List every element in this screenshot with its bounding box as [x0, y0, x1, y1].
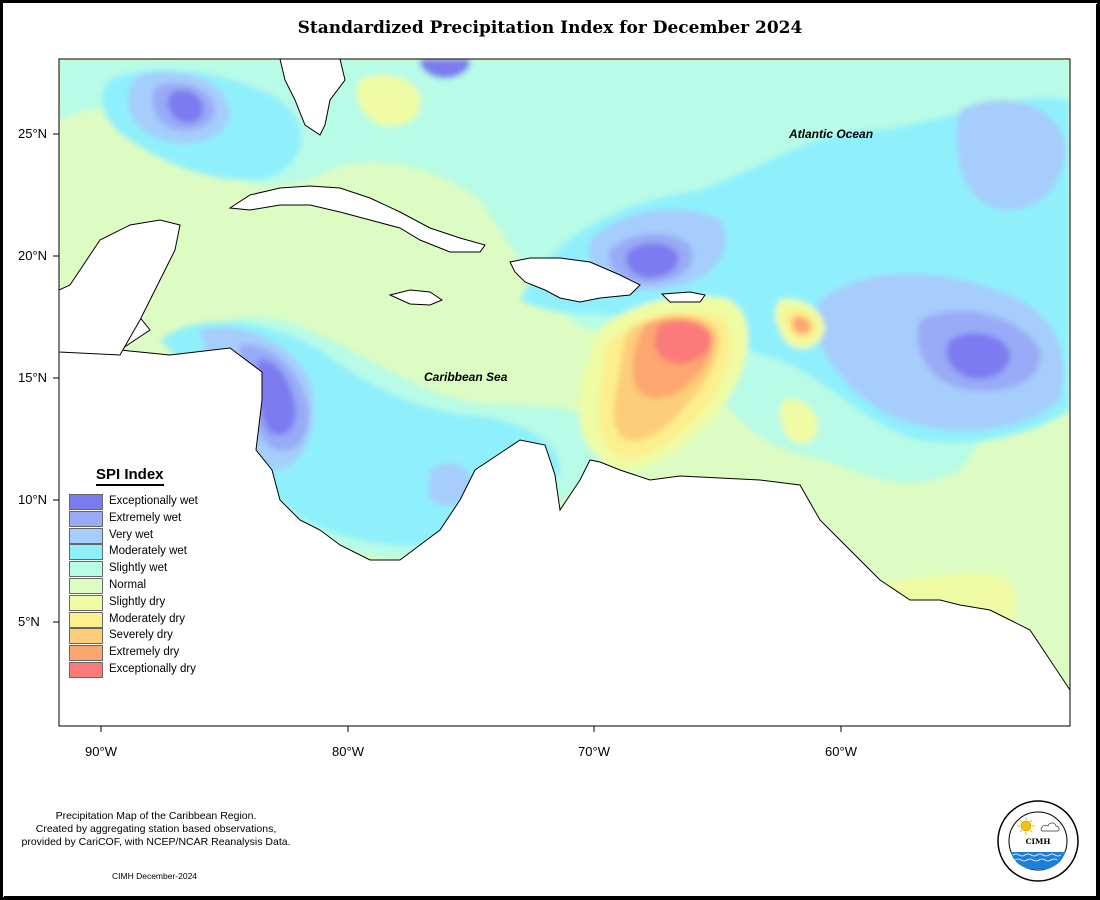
exceptionally-wet-zone-gulf: [167, 90, 204, 123]
legend-item-normal: Normal: [69, 578, 269, 595]
legend-swatch-exceptionally-dry: [69, 662, 103, 678]
x-tick-label-70w: 70°W: [578, 744, 610, 759]
legend-title: SPI Index: [96, 466, 164, 486]
exceptionally-dry-zone-central: [654, 320, 712, 364]
spi-field: [59, 59, 1070, 726]
legend-label-moderately-dry: Moderately dry: [109, 612, 186, 625]
legend-swatch-extremely-wet: [69, 510, 103, 527]
y-tick-label-10n: 10°N: [18, 492, 48, 507]
land-layer: [59, 59, 1070, 726]
legend-label-slightly-wet: Slightly wet: [109, 562, 168, 575]
legend-label-slightly-dry: Slightly dry: [109, 595, 166, 608]
legend-label-normal: Normal: [109, 579, 147, 591]
plot-border: [58, 58, 1071, 727]
legend-label-very-wet: Very wet: [109, 528, 154, 541]
y-tick-label-15n: 15°N: [18, 370, 48, 385]
x-tick-label-90w: 90°W: [85, 744, 117, 759]
legend-swatch-severely-dry: [69, 628, 103, 645]
exceptionally-wet-zone-bahamas-north: [419, 59, 471, 79]
legend-item-slightly-wet: Slightly wet: [69, 561, 269, 578]
logo-center-text: CIMH: [1026, 837, 1051, 846]
frame-shadow-bottom: [4, 896, 1100, 900]
hispaniola-island: [509, 257, 641, 303]
legend-swatch-slightly-wet: [69, 561, 103, 578]
legend-swatch-extremely-dry: [69, 645, 103, 662]
legend-item-exceptionally-wet: Exceptionally wet: [69, 494, 269, 511]
legend-item-exceptionally-dry: Exceptionally dry: [69, 662, 269, 679]
map-title: Standardized Precipitation Index for Dec…: [297, 18, 803, 38]
legend-label-exceptionally-wet: Exceptionally wet: [109, 495, 198, 507]
water-waves-icon: [1011, 852, 1065, 870]
map-description: Precipitation Map of the Caribbean Regio…: [8, 810, 304, 849]
yucatan-peninsula: [59, 219, 181, 356]
legend-label-extremely-wet: Extremely wet: [109, 511, 182, 524]
very-wet-zone-colombia: [428, 462, 471, 506]
credit-line: CIMH December-2024: [112, 871, 198, 881]
y-tick-label-25n: 25°N: [18, 126, 48, 141]
caribbean-sea-label: Caribbean Sea: [424, 370, 508, 384]
puerto-rico-island: [660, 291, 706, 303]
legend-item-slightly-dry: Slightly dry: [69, 594, 269, 612]
legend-swatch-normal: [69, 578, 103, 594]
exceptionally-wet-zone-atlantic: [946, 333, 1011, 379]
legend-item-extremely-wet: Extremely wet: [69, 510, 269, 528]
legend-swatch-very-wet: [69, 527, 103, 544]
cimh-logo: CIMH: [997, 800, 1079, 882]
legend-item-severely-dry: Severely dry: [69, 628, 269, 645]
description-line-2: Created by aggregating station based obs…: [35, 823, 277, 835]
slightly-dry-zone-barbados: [779, 399, 819, 444]
very-wet-zone-northeast: [956, 100, 1066, 211]
legend-item-very-wet: Very wet: [69, 527, 269, 545]
atlantic-ocean-label: Atlantic Ocean: [789, 127, 874, 141]
extremely-dry-zone-windward: [791, 316, 812, 335]
legend-swatch-slightly-dry: [69, 594, 103, 611]
legend-label-moderately-wet: Moderately wet: [109, 545, 187, 558]
exceptionally-wet-zone-hispaniola: [626, 243, 679, 278]
y-tick-label-5n: 5°N: [18, 614, 40, 629]
legend-label-extremely-dry: Extremely dry: [109, 646, 180, 659]
x-tick-label-60w: 60°W: [825, 744, 857, 759]
slightly-dry-zone-bahamas: [356, 75, 421, 127]
description-line-1: Precipitation Map of the Caribbean Regio…: [55, 810, 257, 822]
florida-peninsula: [279, 59, 346, 136]
description-line-3: provided by CariCOF, with NCEP/NCAR Rean…: [21, 836, 291, 848]
legend-item-moderately-wet: Moderately wet: [69, 544, 269, 561]
exceptionally-wet-zone-honduras: [257, 359, 296, 436]
legend-swatch-moderately-wet: [69, 544, 103, 561]
legend-item-moderately-dry: Moderately dry: [69, 611, 269, 629]
cuba-island: [228, 185, 486, 253]
jamaica-island: [388, 289, 444, 306]
frame-shadow-right: [1096, 4, 1100, 900]
cloud-icon: [1040, 822, 1060, 832]
legend-item-extremely-dry: Extremely dry: [69, 645, 269, 662]
legend-swatch-moderately-dry: [69, 611, 103, 628]
x-tick-label-80w: 80°W: [332, 744, 364, 759]
y-tick-label-20n: 20°N: [18, 248, 48, 263]
axis-ticks: [53, 133, 842, 732]
sun-icon: [1017, 817, 1035, 835]
legend-label-exceptionally-dry: Exceptionally dry: [109, 663, 196, 675]
legend-label-severely-dry: Severely dry: [109, 629, 173, 642]
central-america-land: [59, 304, 1070, 726]
legend-swatch-exceptionally-wet: [69, 494, 103, 510]
